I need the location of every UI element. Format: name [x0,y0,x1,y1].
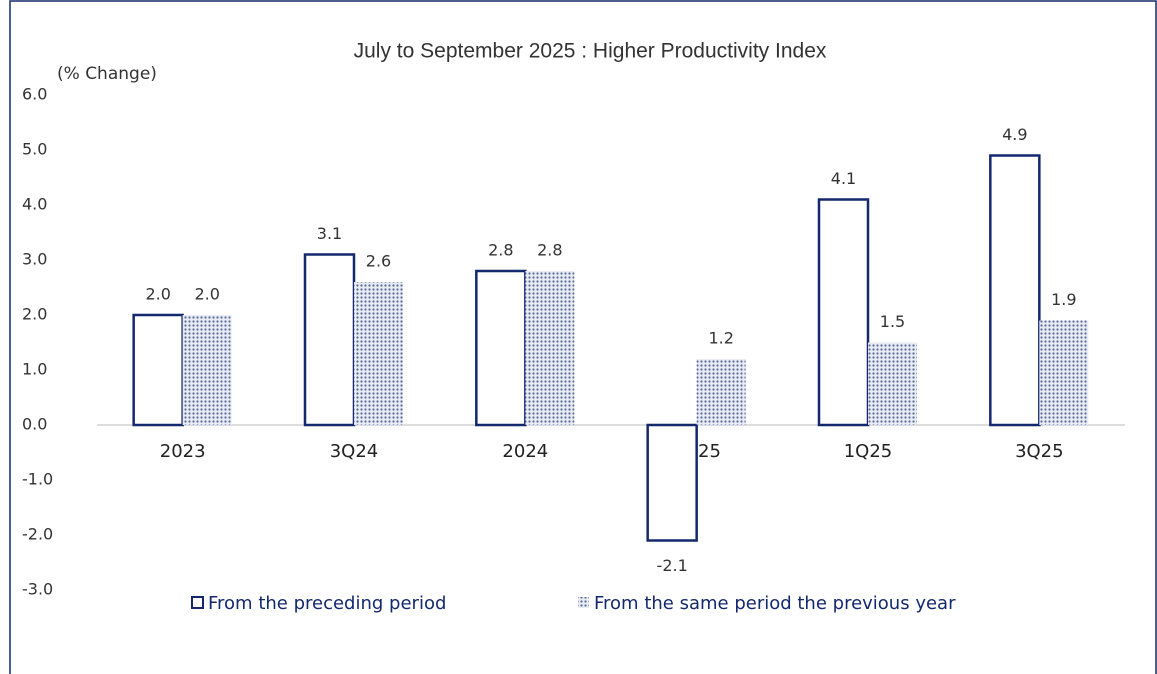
y-axis-label: (% Change) [57,64,157,84]
bar [868,342,917,425]
y-tick-label: -1.0 [22,470,53,489]
data-label: 1.9 [1051,290,1076,309]
y-tick-label: 1.0 [22,360,47,379]
x-tick-label: 3Q25 [1015,441,1064,462]
data-label: 2.8 [537,241,562,260]
legend-label: From the preceding period [208,593,446,614]
bar [646,423,698,542]
data-label: 1.5 [880,312,905,331]
x-tick-label: 2023 [160,441,206,462]
chart-title: July to September 2025 : Higher Producti… [354,40,827,63]
data-label: 3.1 [317,224,342,243]
bar [1039,320,1089,425]
bar [525,271,575,425]
x-tick-label: 3Q24 [330,441,379,462]
data-label: 2.6 [366,252,391,271]
legend-swatch [578,597,589,608]
data-label: 2.0 [145,285,170,304]
bar [475,269,527,427]
y-tick-label: -3.0 [22,580,53,599]
x-tick-label: 2024 [502,441,548,462]
bar [696,359,746,425]
y-tick-label: -2.0 [22,525,53,544]
x-tick-label: 1Q25 [844,441,893,462]
bar [132,313,184,427]
legend-swatch [191,596,204,609]
data-label: 2.0 [194,285,219,304]
data-label: 2.8 [488,241,513,260]
y-tick-label: 0.0 [22,415,47,434]
y-tick-label: 2.0 [22,305,47,324]
legend-label: From the same period the previous year [594,593,956,614]
bar [989,154,1041,427]
bar [817,198,870,427]
bar [182,315,232,425]
data-label: -2.1 [657,556,688,575]
bar [303,253,356,427]
y-tick-label: 3.0 [22,250,47,269]
frame [9,0,1157,674]
data-label: 1.2 [708,329,733,348]
y-tick-label: 6.0 [22,85,47,104]
y-tick-label: 4.0 [22,195,47,214]
y-tick-label: 5.0 [22,140,47,159]
data-label: 4.1 [831,169,856,188]
data-label: 4.9 [1002,125,1027,144]
bar [354,282,403,425]
